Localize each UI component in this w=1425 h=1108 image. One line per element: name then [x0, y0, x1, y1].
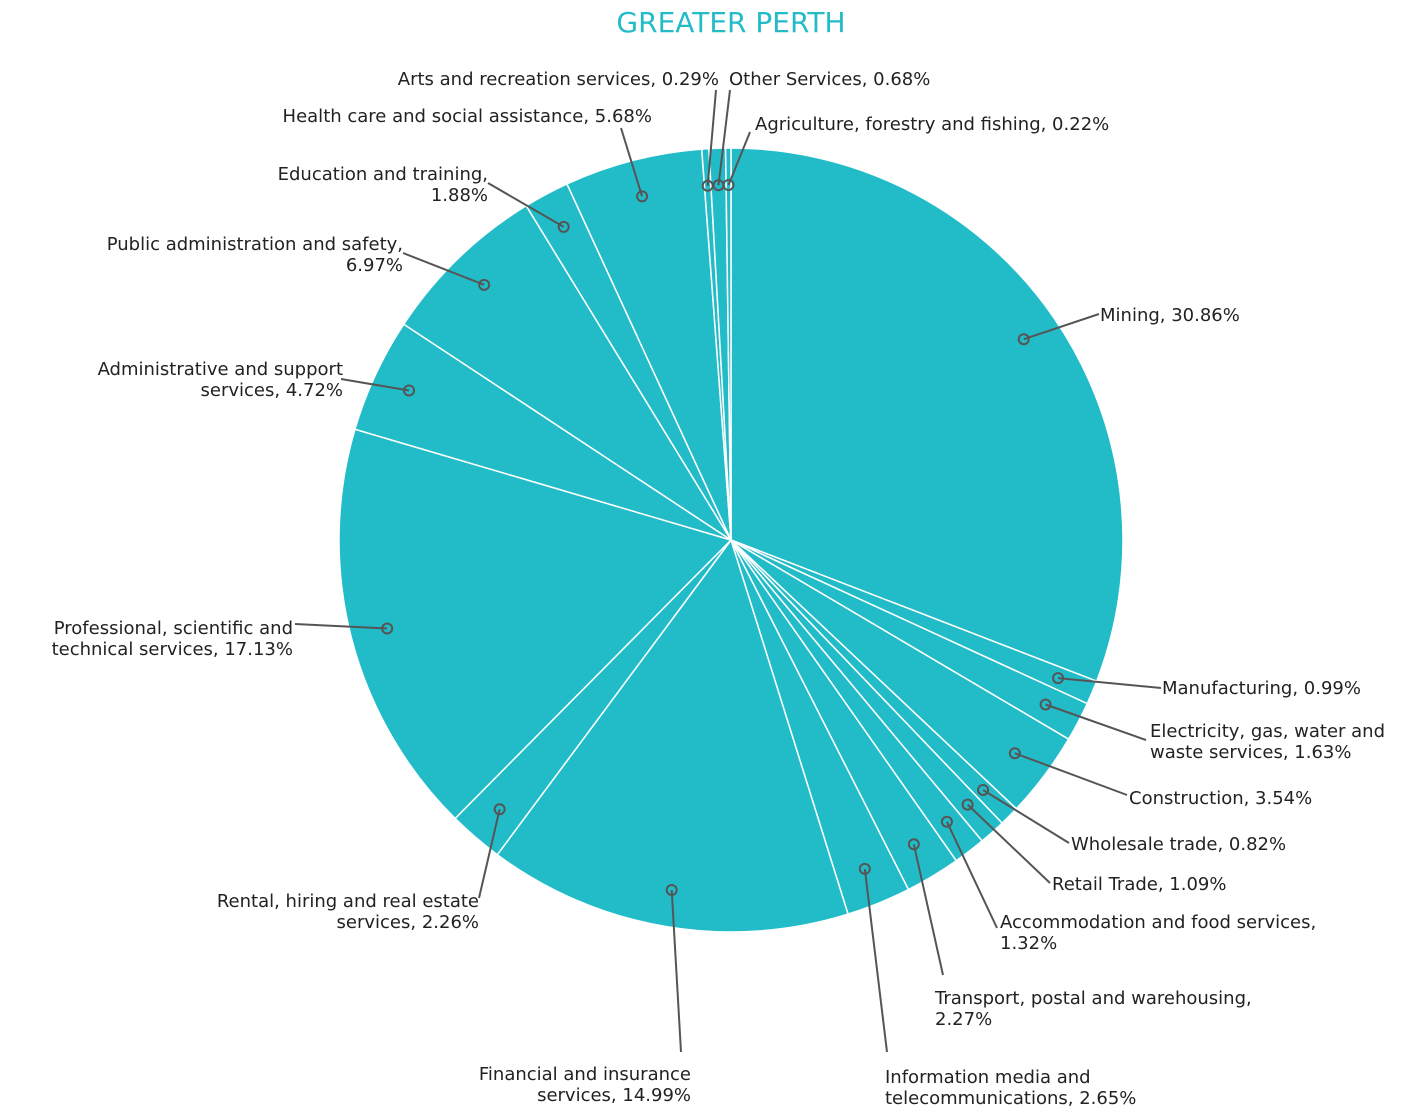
leader-line	[487, 182, 565, 228]
pie-slice	[496, 538, 849, 933]
leader-line	[912, 844, 944, 976]
data-label: Accommodation and food services, 1.32%	[1000, 912, 1316, 954]
leader-dot	[557, 220, 570, 233]
leader-line	[1057, 677, 1162, 689]
data-label: Agriculture, forestry and fishing, 0.22%	[755, 114, 1109, 135]
leader-dot	[403, 384, 416, 397]
data-label: Professional, scientific and technical se…	[52, 618, 293, 660]
data-label: Retail Trade, 1.09%	[1052, 874, 1227, 895]
leader-dot	[381, 622, 394, 635]
data-label: Wholesale trade, 0.82%	[1071, 834, 1286, 855]
data-label: Financial and insurance services, 14.99%	[479, 1064, 691, 1106]
data-label: Health care and social assistance, 5.68%	[283, 106, 652, 127]
leader-line	[982, 789, 1070, 844]
data-label: Arts and recreation services, 0.29%	[398, 69, 719, 90]
leader-dot	[493, 803, 506, 816]
leader-line	[294, 623, 388, 630]
data-label: Education and training, 1.88%	[278, 164, 488, 206]
leader-line	[1045, 703, 1147, 741]
data-label: Information media and telecommunications,…	[885, 1067, 1136, 1108]
data-label: Manufacturing, 0.99%	[1162, 678, 1361, 699]
leader-dot	[977, 783, 990, 796]
data-label: Other Services, 0.68%	[729, 69, 930, 90]
pie-slice	[565, 148, 732, 541]
leader-line	[1023, 313, 1100, 341]
leader-line	[620, 127, 644, 197]
leader-line	[478, 809, 501, 899]
leader-dot	[907, 838, 920, 851]
chart-title: GREATER PERTH	[616, 6, 845, 39]
leader-dot	[1052, 672, 1065, 685]
leader-line	[946, 821, 998, 929]
leader-line	[340, 378, 410, 392]
leader-line	[1014, 752, 1128, 796]
leader-dot	[1039, 698, 1052, 711]
leader-dot	[1017, 333, 1030, 346]
data-label: Public administration and safety, 6.97%	[107, 234, 403, 276]
data-label: Construction, 3.54%	[1129, 788, 1312, 809]
leader-dot	[478, 278, 491, 291]
leader-dot	[722, 179, 735, 192]
leader-dot	[961, 798, 974, 811]
data-label: Mining, 30.86%	[1100, 305, 1240, 326]
data-label: Administrative and support services, 4.72…	[98, 359, 343, 401]
data-label: Rental, hiring and real estate services, …	[217, 891, 479, 933]
leader-dot	[1008, 747, 1021, 760]
leader-line	[727, 131, 751, 186]
leader-line	[402, 252, 485, 286]
pie-slice	[724, 147, 732, 541]
leader-dot	[665, 884, 678, 897]
leader-dot	[858, 862, 871, 875]
data-label: Electricity, gas, water and waste service…	[1150, 721, 1385, 763]
leader-line	[706, 89, 717, 186]
leader-line	[863, 868, 888, 1053]
pie-slice	[338, 428, 733, 820]
pie-slice	[730, 147, 1124, 683]
leader-dot	[636, 190, 649, 203]
leader-line	[717, 89, 731, 186]
leader-line	[966, 803, 1051, 884]
leader-dot	[940, 815, 953, 828]
leader-line	[670, 889, 682, 1053]
data-label: Transport, postal and warehousing, 2.27%	[934, 988, 1252, 1030]
